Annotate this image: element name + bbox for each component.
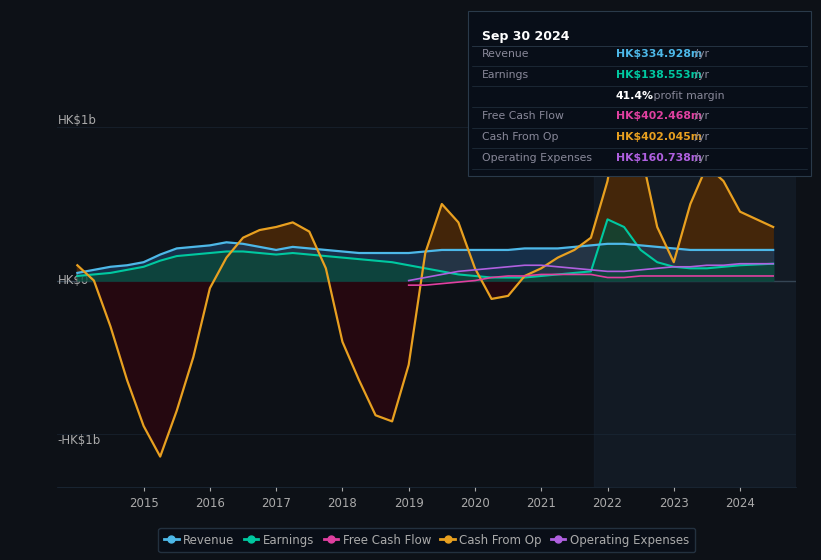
Text: -HK$1b: -HK$1b — [57, 433, 101, 447]
Text: HK$402.468m: HK$402.468m — [616, 111, 702, 122]
Text: Cash From Op: Cash From Op — [482, 132, 558, 142]
Text: Revenue: Revenue — [482, 49, 530, 59]
Text: HK$334.928m: HK$334.928m — [616, 49, 702, 59]
Text: /yr: /yr — [691, 49, 709, 59]
Text: HK$0: HK$0 — [57, 274, 89, 287]
Text: HK$160.738m: HK$160.738m — [616, 153, 702, 163]
Text: /yr: /yr — [691, 153, 709, 163]
Text: HK$138.553m: HK$138.553m — [616, 70, 702, 80]
Legend: Revenue, Earnings, Free Cash Flow, Cash From Op, Operating Expenses: Revenue, Earnings, Free Cash Flow, Cash … — [158, 528, 695, 553]
Text: /yr: /yr — [691, 132, 709, 142]
Text: Sep 30 2024: Sep 30 2024 — [482, 30, 570, 43]
Text: Operating Expenses: Operating Expenses — [482, 153, 592, 163]
Text: 41.4%: 41.4% — [616, 91, 654, 101]
Text: profit margin: profit margin — [650, 91, 725, 101]
Text: Free Cash Flow: Free Cash Flow — [482, 111, 564, 122]
Text: /yr: /yr — [691, 111, 709, 122]
Text: Earnings: Earnings — [482, 70, 529, 80]
Text: HK$402.045m: HK$402.045m — [616, 132, 702, 142]
Text: HK$1b: HK$1b — [57, 114, 96, 128]
Text: /yr: /yr — [691, 70, 709, 80]
Bar — [594, 28, 796, 487]
